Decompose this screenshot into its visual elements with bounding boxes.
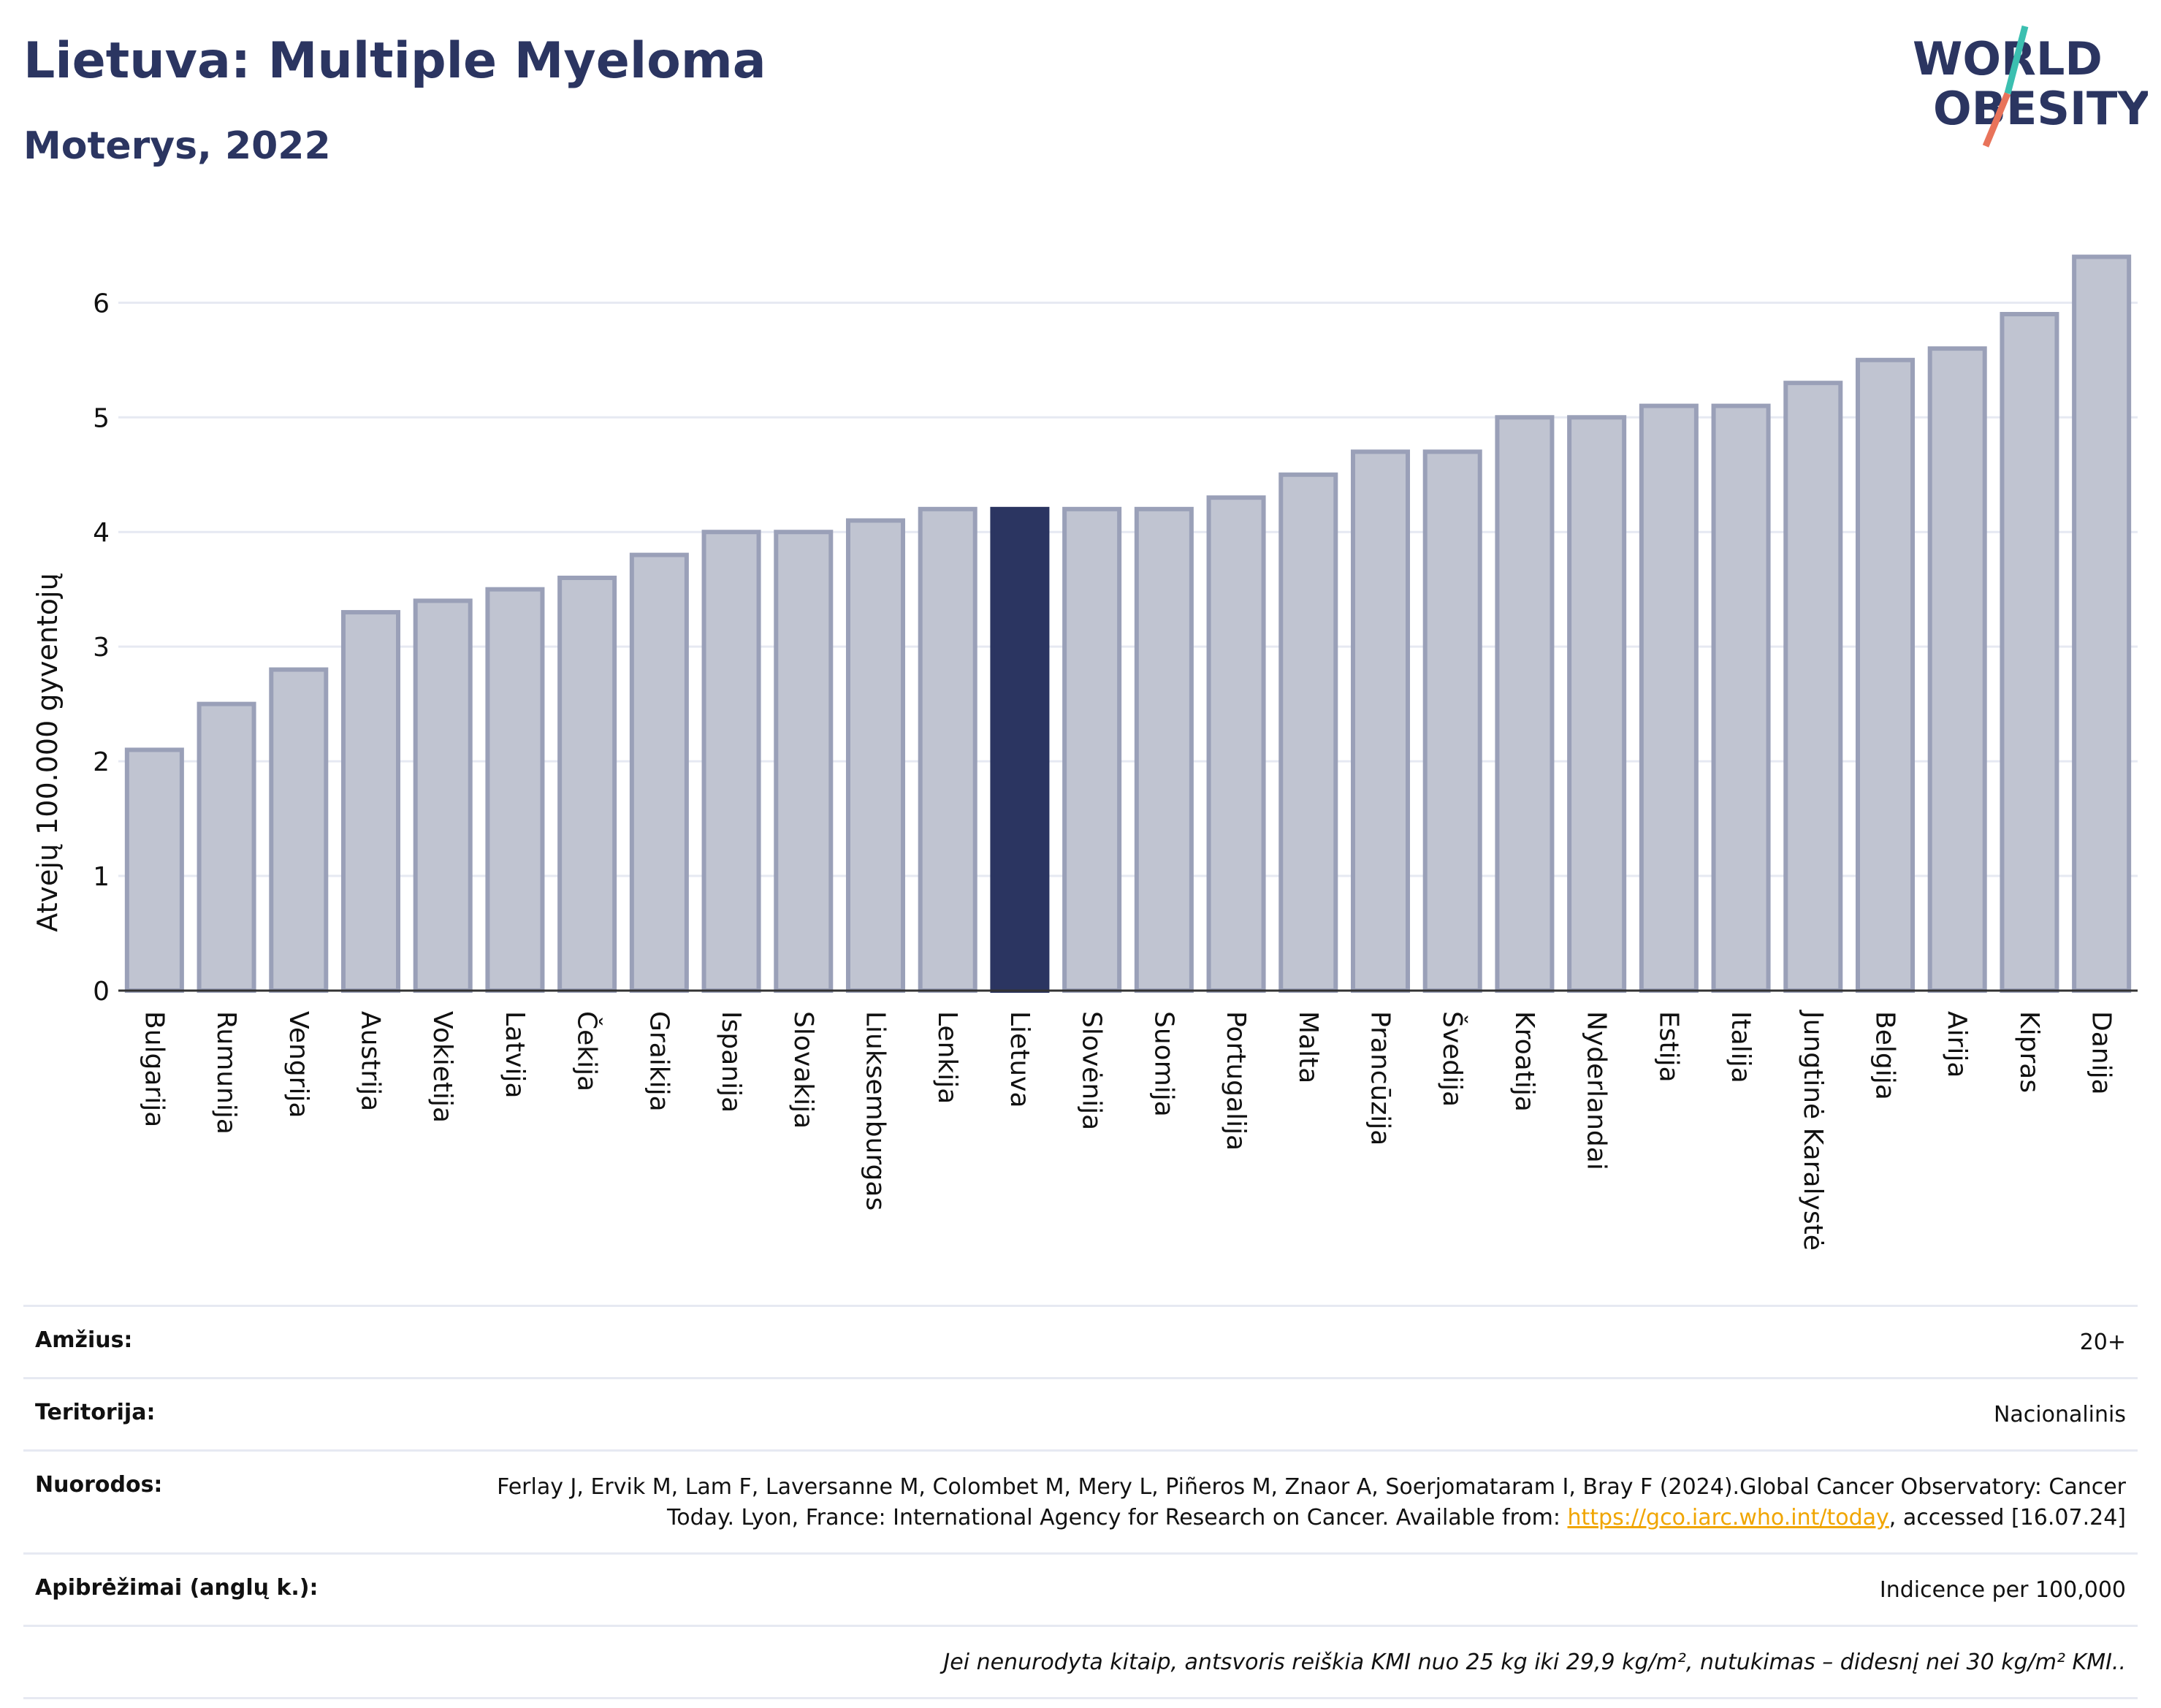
x-tick-label: Estija bbox=[1653, 1011, 1683, 1083]
bar-chart: 0 1 2 3 4 5 6 Bulgarija Rumunija Vengrija Austrija… bbox=[31, 254, 2138, 1251]
x-tick-label: Portugalija bbox=[1221, 1011, 1251, 1151]
x-tick-label: Slovėnija bbox=[1077, 1011, 1107, 1130]
age-label: Amžius: bbox=[35, 1327, 133, 1353]
meta-row-references: Nuorodos: Ferlay J, Ervik M, Lam F, Lave… bbox=[23, 1449, 2138, 1552]
bar bbox=[1062, 506, 1122, 993]
world-obesity-logo: WORLD OBESITY bbox=[1899, 22, 2151, 153]
territory-label: Teritorija: bbox=[35, 1400, 156, 1425]
age-value: 20+ bbox=[2079, 1330, 2126, 1355]
y-tick-label: 2 bbox=[93, 747, 110, 777]
y-axis-title: Atvejų 100.000 gyventojų bbox=[31, 573, 64, 931]
bar bbox=[413, 598, 473, 993]
bar bbox=[1855, 357, 1916, 993]
x-tick-label: Čekija bbox=[572, 1011, 603, 1091]
x-tick-label: Belgija bbox=[1870, 1011, 1900, 1100]
references-text: Ferlay J, Ervik M, Lam F, Laversanne M, … bbox=[497, 1474, 2126, 1530]
logo-slash-bottom bbox=[1982, 92, 2011, 148]
definition-note: Jei nenurodyta kitaip, antsvoris reiškia… bbox=[943, 1650, 2126, 1675]
page-subtitle: Moterys, 2022 bbox=[23, 124, 331, 168]
bar bbox=[629, 552, 689, 993]
x-tick-label: Suomija bbox=[1148, 1011, 1178, 1117]
bar bbox=[1422, 449, 1482, 993]
definitions-label: Apibrėžimai (anglų k.): bbox=[35, 1575, 319, 1601]
bar bbox=[1495, 415, 1555, 993]
logo-line2: OBESITY bbox=[1933, 82, 2148, 135]
x-tick-label: Jungtinė Karalystė bbox=[1798, 1010, 1828, 1251]
bars bbox=[124, 254, 2132, 994]
references-value: Ferlay J, Ervik M, Lam F, Laversanne M, … bbox=[446, 1472, 2126, 1533]
bar bbox=[1639, 403, 1699, 993]
bar bbox=[1567, 415, 1627, 993]
x-tick-label: Graikija bbox=[644, 1011, 674, 1112]
x-tick-label: Nyderlandai bbox=[1582, 1011, 1612, 1170]
page-title: Lietuva: Multiple Myeloma bbox=[23, 32, 766, 90]
x-tick-label: Lietuva bbox=[1005, 1011, 1034, 1108]
bar bbox=[269, 667, 329, 993]
bar bbox=[774, 530, 834, 993]
references-accessed: , accessed [16.07.24] bbox=[1889, 1505, 2126, 1530]
x-tick-label: Malta bbox=[1293, 1011, 1323, 1083]
x-tick-label: Bulgarija bbox=[139, 1011, 169, 1127]
y-tick-label: 5 bbox=[93, 403, 110, 433]
territory-value: Nacionalinis bbox=[1993, 1402, 2126, 1427]
x-tick-label: Danija bbox=[2086, 1011, 2116, 1095]
x-tick-label: Ispanija bbox=[716, 1011, 746, 1113]
definitions-value: Indicence per 100,000 bbox=[1879, 1577, 2126, 1603]
bar bbox=[1711, 403, 1771, 993]
x-tick-label: Lenkija bbox=[932, 1011, 962, 1104]
bar bbox=[1927, 346, 1987, 993]
bar bbox=[701, 530, 761, 993]
bar-highlighted bbox=[990, 506, 1050, 993]
bar bbox=[845, 518, 906, 993]
meta-row-territory: Teritorija: Nacionalinis bbox=[23, 1377, 2138, 1449]
x-tick-label: Kroatija bbox=[1509, 1011, 1539, 1112]
y-tick-label: 1 bbox=[93, 862, 110, 892]
x-tick-label: Rumunija bbox=[211, 1011, 241, 1135]
bar bbox=[918, 506, 977, 993]
y-tick-label: 6 bbox=[93, 289, 110, 319]
x-tick-label: Airija bbox=[1942, 1011, 1972, 1078]
x-tick-label: Italija bbox=[1726, 1011, 1756, 1083]
logo-slash-top bbox=[2004, 25, 2029, 95]
y-tick-label: 0 bbox=[93, 977, 110, 1007]
x-tick-label: Prancūzija bbox=[1365, 1011, 1395, 1145]
x-tick-label: Kipras bbox=[2014, 1011, 2044, 1093]
meta-row-definitions: Apibrėžimai (anglų k.): Indicence per 10… bbox=[23, 1552, 2138, 1625]
x-tick-label: Latvija bbox=[500, 1011, 530, 1099]
metadata-table: Amžius: 20+ Teritorija: Nacionalinis Nuo… bbox=[23, 1305, 2138, 1699]
bar bbox=[1783, 381, 1843, 993]
x-tick-label: Vengrija bbox=[283, 1011, 313, 1118]
x-tick-label: Vokietija bbox=[427, 1011, 457, 1123]
x-tick-label: Švedija bbox=[1437, 1011, 1468, 1107]
x-tick-label: Austrija bbox=[356, 1011, 386, 1111]
bar bbox=[197, 701, 256, 994]
bar bbox=[1206, 495, 1266, 993]
x-tick-label: Slovakija bbox=[788, 1011, 818, 1129]
meta-row-age: Amžius: 20+ bbox=[23, 1305, 2138, 1377]
tick-labels: 0 1 2 3 4 5 6 Bulgarija Rumunija Vengrija Austrija… bbox=[93, 289, 2116, 1251]
bar bbox=[557, 575, 617, 993]
references-label: Nuorodos: bbox=[35, 1472, 163, 1498]
meta-row-note: Jei nenurodyta kitaip, antsvoris reiškia… bbox=[23, 1625, 2138, 1699]
x-tick-label: Liuksemburgas bbox=[861, 1011, 891, 1211]
bar bbox=[340, 610, 401, 993]
logo-line1: WORLD bbox=[1913, 32, 2103, 85]
bar bbox=[124, 747, 184, 994]
bar bbox=[1350, 449, 1411, 993]
bar bbox=[1134, 506, 1194, 993]
y-tick-label: 4 bbox=[93, 518, 110, 548]
bar bbox=[2000, 312, 2059, 993]
references-link[interactable]: https://gco.iarc.who.int/today bbox=[1567, 1505, 1889, 1530]
bar bbox=[1278, 472, 1338, 993]
bar bbox=[485, 587, 545, 993]
bar bbox=[2072, 254, 2132, 993]
y-tick-label: 3 bbox=[93, 633, 110, 663]
